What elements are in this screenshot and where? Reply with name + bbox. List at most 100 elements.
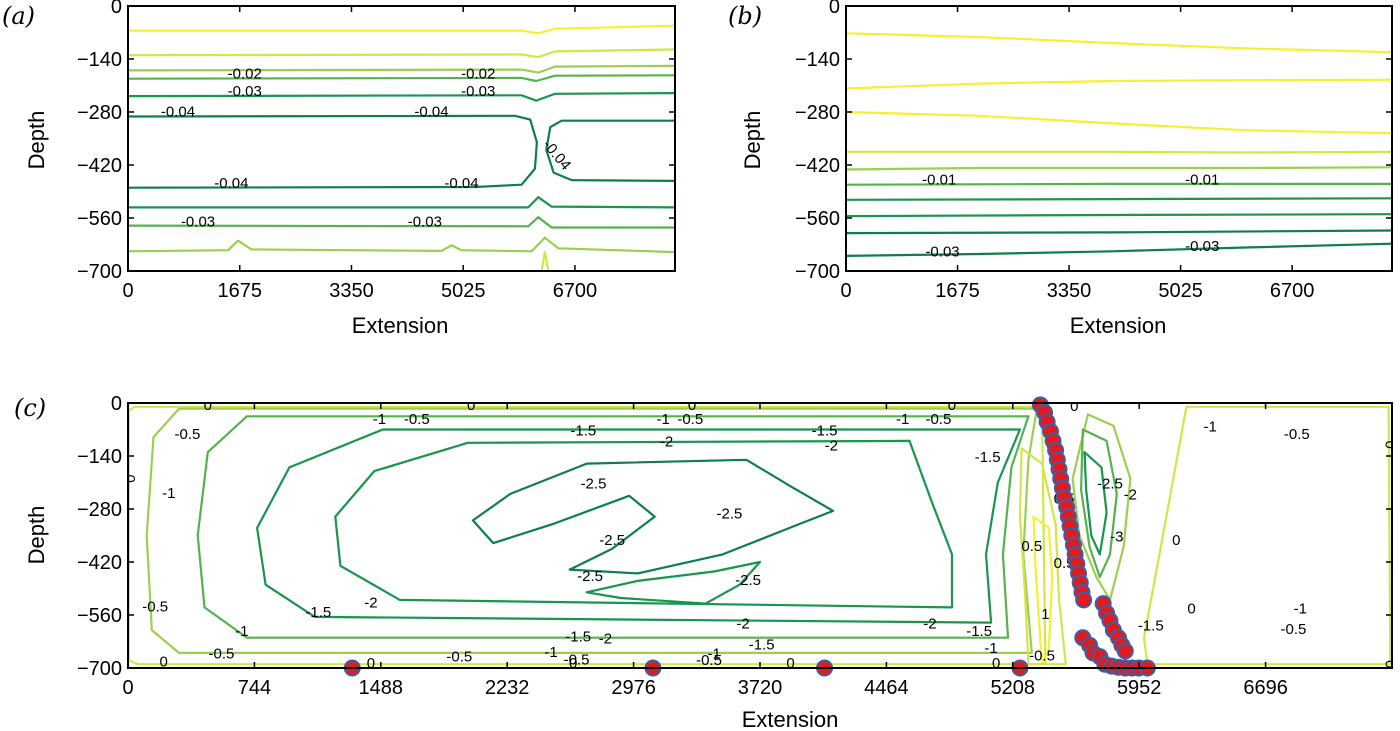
contour-line-c-10 xyxy=(1083,451,1108,556)
x-tick-label: 0 xyxy=(840,280,851,302)
y-tick-label: −560 xyxy=(77,208,122,230)
x-tick-label: 1675 xyxy=(935,280,980,302)
y-tick-label: −560 xyxy=(795,208,840,230)
contour-label: -0.5 xyxy=(404,411,430,428)
contour-label: 0 xyxy=(786,655,794,672)
contour-label: -0.5 xyxy=(564,651,590,668)
contour-label: -2.5 xyxy=(716,506,742,523)
panel-c-chart: (c) Extension Depth -0.5 -0.5 -0.5 -0.5 -0.5… xyxy=(14,393,1398,731)
contour-line-c-12 xyxy=(1018,447,1067,666)
contour-label: -1.5 xyxy=(966,623,992,640)
x-tick-label: 5025 xyxy=(441,280,486,302)
contour-line-c-11 xyxy=(1032,515,1054,666)
contour-label: -0.04 xyxy=(444,175,478,192)
contour-label: -2.5 xyxy=(577,568,603,585)
x-tick-label: 5025 xyxy=(1158,280,1203,302)
contour-label: 0 xyxy=(948,397,956,414)
contour-label: -2 xyxy=(364,595,377,612)
y-tick-label: −420 xyxy=(77,552,122,574)
contour-label: -0.04 xyxy=(214,175,248,192)
contour-label: 0 xyxy=(467,397,475,414)
contour-label: -0.03 xyxy=(228,83,262,100)
contour-line-c-2 xyxy=(145,407,1038,654)
contour-label: -0.03 xyxy=(461,83,495,100)
contour-line-b-8 xyxy=(846,229,1392,235)
x-tick-label: 4464 xyxy=(864,677,909,699)
plot-frame xyxy=(127,402,1393,669)
panel-b-ylabel: Depth xyxy=(740,111,765,170)
contour-label: -0.5 xyxy=(925,411,951,428)
contour-line-b-1 xyxy=(846,78,1392,90)
contour-label: -2 xyxy=(660,434,673,451)
panel-a-chart: (a) Extension Depth -0.02 -0.02-0.03 -0.03… xyxy=(2,0,676,338)
contour-label: 0 xyxy=(160,653,168,670)
contour-label: 0 xyxy=(1172,532,1180,549)
contour-label: -0.5 xyxy=(1029,648,1055,665)
contour-label: -1.5 xyxy=(812,422,838,439)
contour-line-c-9 xyxy=(1080,428,1118,579)
contour-line-c-5 xyxy=(334,439,954,609)
contour-line-b-3 xyxy=(846,150,1392,154)
x-tick-label: 3350 xyxy=(329,280,374,302)
contour-label: -0.04 xyxy=(161,104,195,121)
contour-line-a-4 xyxy=(128,92,675,102)
contour-label: -1 xyxy=(896,411,909,428)
contour-label: -0.5 xyxy=(446,648,472,665)
contour-line-b-4 xyxy=(846,166,1392,171)
data-marker-21 xyxy=(1075,591,1093,609)
x-tick-label: 5952 xyxy=(1117,677,1162,699)
contour-label: -2 xyxy=(923,615,936,632)
data-marker-28 xyxy=(1116,642,1134,660)
contour-label: -0.5 xyxy=(677,411,703,428)
y-tick-label: −700 xyxy=(77,261,122,283)
contour-label: -1.5 xyxy=(1138,617,1164,634)
y-tick-label: −280 xyxy=(77,102,122,124)
contour-line-b-2 xyxy=(846,110,1392,135)
contour-label: -0.02 xyxy=(228,65,262,82)
x-tick-label: 6700 xyxy=(1270,280,1315,302)
y-tick-label: −280 xyxy=(77,499,122,521)
contour-label: -1.5 xyxy=(749,636,775,653)
contour-label: 0 xyxy=(992,655,1000,672)
contour-label: -0.01 xyxy=(1185,171,1219,188)
contour-label: -0.03 xyxy=(408,214,442,231)
contour-label: -0.5 xyxy=(696,652,722,669)
contour-label: -1 xyxy=(235,623,248,640)
plot-area: -0.02 -0.02-0.03 -0.03-0.04 -0.04-0.04 -0.04… xyxy=(128,24,675,271)
contour-line-b-0 xyxy=(846,32,1392,54)
contour-label: 1 xyxy=(1041,606,1049,623)
x-tick-label: 2232 xyxy=(485,677,530,699)
contour-label: -1 xyxy=(162,485,175,502)
contour-label: -0.01 xyxy=(922,171,956,188)
panel-c-ylabel: Depth xyxy=(24,506,49,565)
contour-label: -1 xyxy=(1204,419,1217,436)
contour-line-c-3 xyxy=(196,415,1030,639)
plot-frame xyxy=(127,5,676,272)
plot-frame xyxy=(845,5,1393,272)
contour-line-a-9 xyxy=(128,236,675,254)
contour-line-c-1 xyxy=(1142,405,1392,666)
y-tick-label: −560 xyxy=(77,605,122,627)
contour-label: -3 xyxy=(1110,528,1123,545)
contour-line-a-2 xyxy=(128,64,675,74)
y-tick-label: −280 xyxy=(795,102,840,124)
contour-line-a-10 xyxy=(540,251,550,271)
x-tick-label: 2976 xyxy=(611,677,656,699)
contour-label: -2 xyxy=(599,631,612,648)
contour-label: -0.5 xyxy=(209,646,235,663)
contour-line-a-5 xyxy=(128,114,538,189)
panel-a-xlabel: Extension xyxy=(352,313,449,338)
plot-area: -0.01 -0.01 -0.03 -0.03 xyxy=(846,32,1392,260)
contour-label: -0.5 xyxy=(175,426,201,443)
contour-label: 0 xyxy=(1381,660,1398,668)
contour-label: 0 xyxy=(1070,398,1078,415)
x-tick-label: 3350 xyxy=(1047,280,1092,302)
y-tick-label: −140 xyxy=(77,49,122,71)
contour-label: 0 xyxy=(1187,600,1195,617)
contour-line-a-0 xyxy=(128,24,675,35)
x-tick-label: 1488 xyxy=(359,677,404,699)
contour-label: 0 xyxy=(204,397,212,414)
contour-label: -2 xyxy=(1124,487,1137,504)
x-tick-label: 6700 xyxy=(553,280,598,302)
x-tick-label: 5208 xyxy=(991,677,1036,699)
